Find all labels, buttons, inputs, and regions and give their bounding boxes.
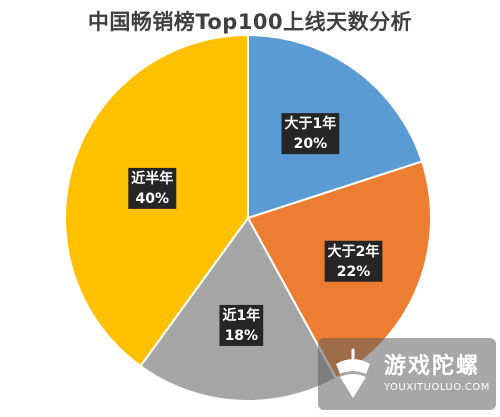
data-label-2: 大于2年 22%	[324, 240, 383, 282]
watermark-name: 游戏陀螺	[384, 354, 481, 379]
spinning-top-logo-icon	[336, 348, 370, 398]
data-label-category: 近1年	[222, 307, 260, 324]
watermark: 游戏陀螺 YOUXITUOLUO.COM	[318, 338, 496, 410]
data-label-category: 大于2年	[328, 243, 380, 260]
data-label-category: 大于1年	[285, 115, 337, 132]
data-label-4: 近半年 40%	[128, 167, 177, 209]
data-label-percent: 18%	[225, 328, 259, 344]
data-label-percent: 20%	[294, 136, 328, 152]
data-label-box	[324, 240, 383, 282]
data-label-percent: 22%	[337, 264, 371, 280]
data-label-1: 大于1年 20%	[281, 113, 340, 155]
data-label-percent: 40%	[136, 191, 170, 207]
chart-title: 中国畅销榜Top100上线天数分析	[87, 10, 413, 34]
watermark-url: YOUXITUOLUO.COM	[384, 382, 490, 393]
data-label-category: 近半年	[131, 170, 173, 187]
data-label-box	[219, 304, 264, 346]
data-label-box	[128, 167, 177, 209]
data-label-box	[281, 113, 340, 155]
